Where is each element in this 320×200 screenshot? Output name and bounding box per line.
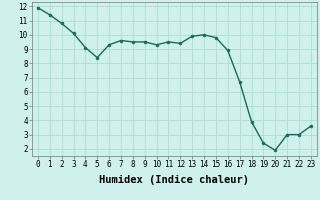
X-axis label: Humidex (Indice chaleur): Humidex (Indice chaleur) (100, 175, 249, 185)
